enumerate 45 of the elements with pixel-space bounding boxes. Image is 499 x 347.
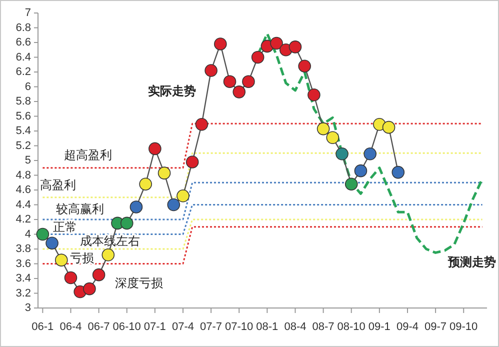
y-tick-label: 3.6 [16, 258, 31, 270]
x-tick-label: 09-10 [450, 321, 478, 333]
series-label: 较高赢利 [56, 202, 104, 216]
y-tick-label: 6.4 [16, 51, 31, 64]
annotation: 深度亏损 [115, 276, 163, 290]
y-tick-label: 5.2 [16, 140, 31, 152]
y-tick-label: 3 [24, 302, 31, 314]
x-tick-label: 08-10 [337, 321, 366, 333]
y-tick-label: 4.4 [16, 198, 31, 211]
x-tick-label: 09-4 [396, 321, 419, 333]
x-tick-label: 08-4 [284, 321, 306, 333]
x-tick-label: 09-7 [424, 321, 447, 333]
x-tick-label: 06-1 [32, 321, 54, 333]
y-tick-label: 6.8 [16, 22, 31, 34]
x-tick-label: 08-7 [312, 321, 334, 333]
y-tick-label: 5 [24, 154, 31, 166]
x-tick-label: 06-10 [112, 321, 141, 333]
series-label: 亏损 [70, 251, 94, 265]
x-tick-label: 09-1 [368, 321, 390, 333]
y-tick-label: 4.6 [16, 184, 31, 196]
y-tick-label: 3.2 [16, 287, 31, 300]
y-tick-label: 6 [24, 80, 31, 93]
y-tick-label: 6.6 [16, 36, 31, 48]
series-label: 实际走势 [148, 84, 196, 98]
x-tick-label: 08-1 [256, 321, 278, 333]
y-tick-label: 5.8 [16, 96, 31, 108]
y-tick-label: 7 [24, 7, 31, 19]
x-tick-label: 06-7 [88, 321, 110, 333]
series-label: 超高盈利 [64, 148, 112, 162]
y-tick-label: 6.2 [16, 66, 31, 78]
x-tick-label: 07-4 [172, 321, 194, 333]
x-tick-label: 06-4 [60, 321, 82, 333]
y-tick-label: 5.6 [16, 110, 31, 122]
y-tick-label: 5.4 [16, 125, 31, 137]
x-tick-label: 07-7 [200, 321, 222, 333]
y-tick-label: 3.4 [16, 272, 31, 284]
x-tick-label: 07-10 [225, 321, 254, 333]
y-tick-label: 4.2 [16, 214, 31, 226]
series-label: 正常 [53, 220, 77, 234]
series-label: 预测走势 [447, 255, 496, 269]
x-tick-label: 07-1 [144, 321, 166, 333]
y-tick-label: 4.8 [16, 169, 31, 182]
series-label: 高盈利 [40, 178, 76, 192]
y-tick-label: 3.8 [16, 243, 31, 255]
y-tick-label: 4 [24, 228, 31, 240]
